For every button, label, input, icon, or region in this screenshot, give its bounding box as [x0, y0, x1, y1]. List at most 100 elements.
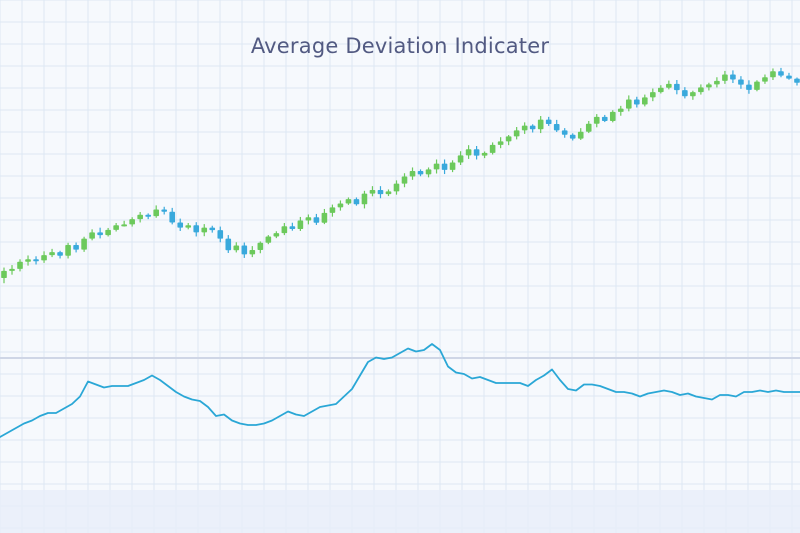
candle — [73, 242, 79, 253]
candle-body — [201, 227, 208, 233]
candle — [97, 227, 103, 239]
candle-body — [529, 125, 536, 130]
candle — [473, 146, 480, 160]
candle-body — [553, 124, 560, 131]
candle-body — [690, 92, 696, 97]
candle-body — [73, 245, 79, 250]
candle — [521, 122, 528, 134]
candle — [257, 241, 264, 254]
candle — [698, 84, 704, 95]
candle — [145, 213, 151, 220]
candle — [113, 223, 119, 232]
candle — [690, 90, 696, 100]
candle-body — [393, 183, 400, 192]
candle — [281, 223, 288, 236]
candle — [714, 77, 720, 88]
candle-body — [233, 245, 240, 251]
candle — [313, 213, 320, 225]
candle-body — [706, 84, 712, 88]
candle-body — [585, 123, 592, 132]
candle-body — [305, 217, 312, 221]
candle — [770, 68, 776, 80]
candle — [433, 159, 440, 174]
candle-body — [329, 207, 336, 213]
candle-body — [105, 229, 111, 236]
candle — [217, 226, 224, 243]
candle — [449, 160, 456, 173]
candle-body — [385, 191, 392, 195]
candle — [289, 222, 296, 231]
candle-body — [137, 214, 143, 220]
candle — [465, 145, 472, 159]
candle-body — [682, 90, 688, 97]
candle-body — [497, 141, 504, 145]
candle-body — [153, 209, 159, 217]
candle — [513, 127, 520, 140]
candle — [385, 189, 392, 197]
candle-body — [457, 155, 464, 163]
candle — [41, 251, 47, 263]
candle-body — [417, 171, 424, 175]
candle — [754, 80, 760, 92]
candle — [537, 116, 544, 134]
candle — [746, 80, 752, 94]
candle — [361, 190, 368, 209]
candle — [642, 94, 648, 107]
candle-body — [273, 233, 280, 237]
candle-body — [441, 163, 448, 170]
candle — [177, 218, 184, 231]
candle-body — [601, 116, 608, 121]
candle — [441, 159, 448, 175]
candle — [658, 85, 664, 94]
candle-body — [185, 225, 192, 228]
candle-body — [650, 92, 656, 98]
candle — [169, 207, 176, 225]
candle — [585, 120, 592, 134]
bottom-band — [0, 490, 800, 533]
candle — [193, 222, 200, 237]
candle-body — [353, 199, 360, 205]
candle-body — [345, 199, 352, 204]
candle — [25, 255, 31, 266]
candle-body — [33, 259, 39, 262]
candle-body — [297, 220, 304, 230]
candle — [529, 124, 536, 133]
candle-body — [746, 84, 752, 90]
candle — [722, 70, 728, 84]
candle — [17, 259, 23, 272]
candle — [617, 105, 624, 116]
candle — [650, 88, 656, 102]
candle-body — [754, 81, 760, 90]
candle-body — [209, 227, 216, 231]
candle-body — [145, 214, 151, 217]
candle-body — [249, 249, 256, 255]
candle-body — [561, 130, 568, 135]
candle — [786, 72, 792, 80]
candle-body — [401, 176, 408, 184]
candle — [738, 76, 744, 89]
candle-body — [225, 238, 232, 251]
candle-body — [281, 226, 288, 234]
candle — [409, 167, 416, 180]
candle — [297, 216, 304, 231]
candle — [185, 223, 192, 230]
candle-body — [505, 136, 512, 142]
candle — [377, 186, 384, 199]
candle-body — [121, 224, 127, 227]
candle-body — [361, 193, 368, 205]
candle — [65, 242, 71, 259]
candle-body — [369, 190, 376, 194]
candle — [489, 142, 496, 155]
candle-body — [1, 270, 7, 278]
candle-body — [377, 190, 384, 195]
candle — [666, 80, 672, 90]
candle-body — [425, 169, 432, 175]
candle — [706, 82, 712, 91]
candle — [601, 114, 608, 123]
candle — [337, 200, 344, 211]
candle-body — [465, 149, 472, 156]
candle-body — [321, 212, 328, 223]
candle-body — [257, 242, 264, 250]
